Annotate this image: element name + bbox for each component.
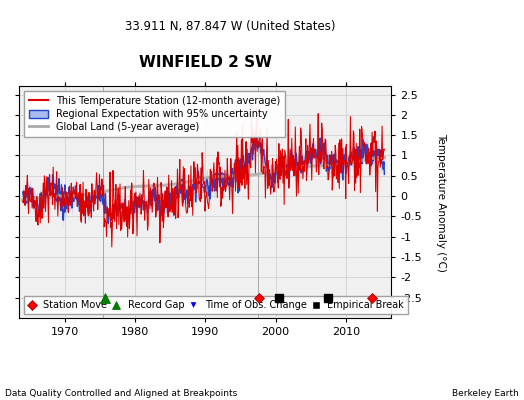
Text: Data Quality Controlled and Aligned at Breakpoints: Data Quality Controlled and Aligned at B… [5, 389, 237, 398]
Y-axis label: Temperature Anomaly (°C): Temperature Anomaly (°C) [436, 133, 446, 272]
Title: WINFIELD 2 SW: WINFIELD 2 SW [139, 55, 272, 70]
Legend: Station Move, Record Gap, Time of Obs. Change, Empirical Break: Station Move, Record Gap, Time of Obs. C… [24, 296, 408, 314]
Text: 33.911 N, 87.847 W (United States): 33.911 N, 87.847 W (United States) [125, 20, 336, 33]
Text: Berkeley Earth: Berkeley Earth [452, 389, 519, 398]
